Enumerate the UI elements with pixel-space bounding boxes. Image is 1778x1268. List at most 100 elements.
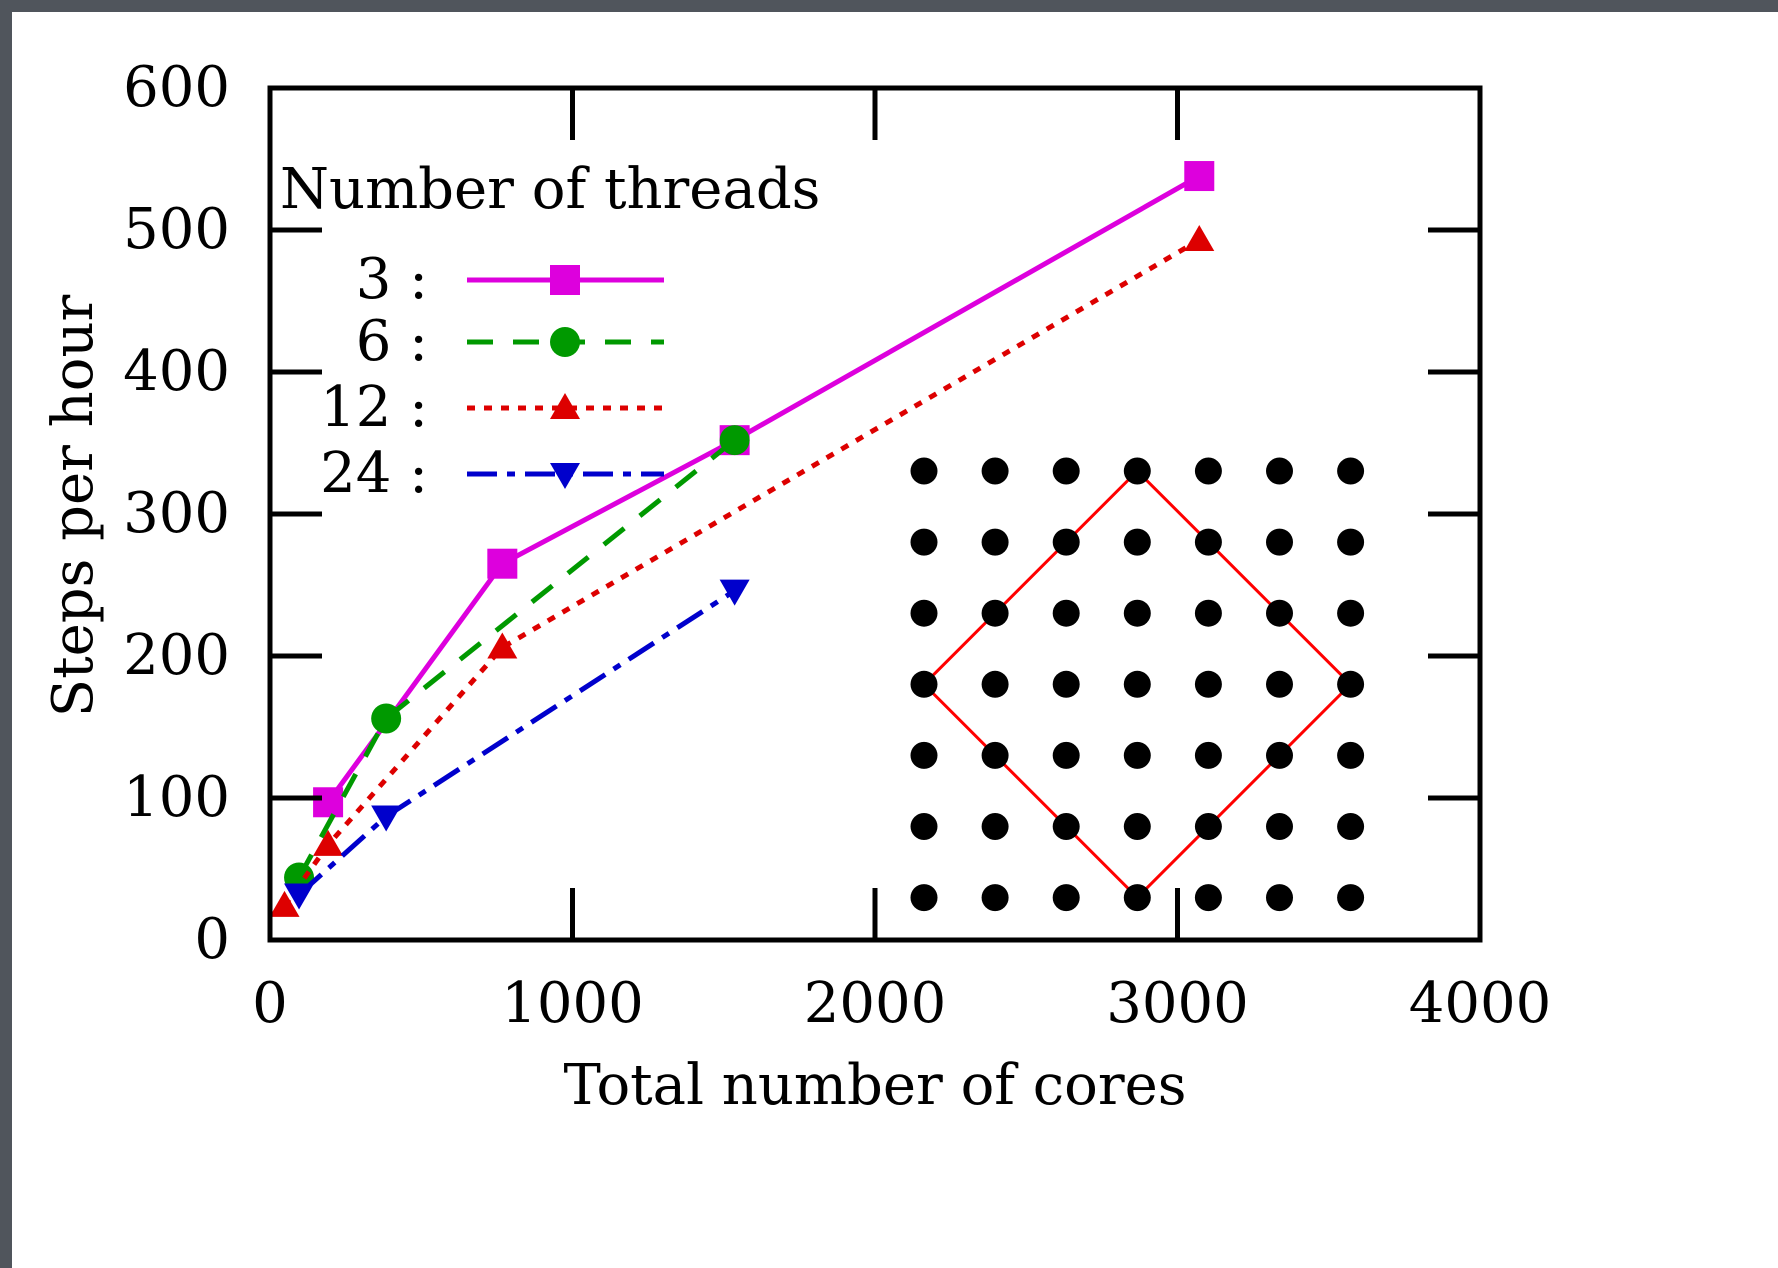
lattice-dot (981, 457, 1009, 485)
lattice-dot (1337, 884, 1365, 912)
lattice-dot (910, 528, 938, 556)
lattice-dot (1052, 741, 1080, 769)
lattice-dot (1123, 599, 1151, 627)
lattice-dot (1194, 741, 1222, 769)
data-point (719, 579, 750, 606)
lattice-dot (1052, 457, 1080, 485)
lattice-dot (1266, 670, 1293, 698)
data-point (487, 548, 518, 579)
data-point (1184, 161, 1215, 192)
data-point (371, 805, 402, 832)
lattice-dot (1052, 884, 1080, 912)
legend-marker (550, 463, 580, 489)
lattice-dot (1337, 599, 1365, 627)
lattice-dot (1123, 528, 1151, 556)
data-point (719, 425, 750, 456)
lattice-dot (1337, 457, 1365, 485)
lattice-dot (1123, 884, 1151, 912)
lattice-dot (910, 741, 938, 769)
lattice-dot (1266, 599, 1293, 627)
lattice-dot (1337, 670, 1365, 698)
figure-frame: 0 1000 2000 3000 4000 0 100 200 300 400 500 600 Tota… (12, 12, 1778, 1268)
legend: Number of threads 3 :6 :12 :24 : (280, 157, 820, 506)
legend-label: 6 : (356, 309, 428, 374)
lattice-dot (1194, 884, 1222, 912)
lattice-dot (1052, 813, 1080, 840)
lattice-dot (981, 528, 1009, 556)
y-tick-label: 500 (123, 197, 230, 262)
lattice-dot (1266, 813, 1293, 840)
lattice-dot (1337, 813, 1365, 840)
series-line (326, 173, 1201, 804)
series-2 (269, 224, 1215, 917)
lattice-dot (1194, 528, 1222, 556)
x-tick-label: 0 (252, 971, 288, 1036)
y-tick-label: 100 (123, 765, 230, 830)
y-axis-title: Steps per hour (41, 294, 106, 717)
data-point (269, 890, 300, 917)
lattice-dot (1052, 670, 1080, 698)
lattice-inset (910, 457, 1365, 912)
legend-label: 24 : (320, 441, 428, 506)
lattice-dot (981, 670, 1009, 698)
lattice-dot (981, 741, 1009, 769)
legend-label: 3 : (356, 247, 428, 312)
data-point (371, 703, 402, 734)
y-tick-label: 0 (194, 907, 230, 972)
lattice-dot (1266, 884, 1293, 912)
lattice-dot (910, 884, 938, 912)
x-tick-label: 3000 (1106, 971, 1249, 1036)
lattice-dot (1337, 528, 1365, 556)
series-group (269, 161, 1215, 917)
data-point (487, 632, 518, 659)
lattice-dot (910, 457, 938, 485)
series-line (297, 588, 736, 897)
lattice-dot (1123, 457, 1151, 485)
x-axis-title: Total number of cores (563, 1053, 1186, 1118)
lattice-dot (1337, 741, 1365, 769)
legend-entry-1: 6 : (356, 309, 664, 374)
legend-marker (550, 265, 580, 295)
lattice-dot (1194, 457, 1222, 485)
series-line (296, 438, 737, 879)
chart: 0 1000 2000 3000 4000 0 100 200 300 400 500 600 Tota… (41, 55, 1551, 1118)
y-tick-label: 300 (123, 481, 230, 546)
lattice-dot (910, 599, 938, 627)
legend-label: 12 : (320, 375, 428, 440)
data-point (313, 829, 344, 856)
data-point (1184, 224, 1215, 251)
lattice-dot (910, 813, 938, 840)
axes: 0 1000 2000 3000 4000 0 100 200 300 400 500 600 Tota… (41, 55, 1551, 1118)
lattice-dot (910, 670, 938, 698)
lattice-dot (1266, 457, 1293, 485)
y-tick-label: 600 (123, 55, 230, 120)
x-tick-label: 1000 (501, 971, 644, 1036)
legend-entry-3: 24 : (320, 441, 664, 506)
legend-entry-0: 3 : (356, 247, 664, 312)
lattice-dot (1194, 599, 1222, 627)
legend-title: Number of threads (280, 157, 820, 222)
x-tick-label: 2000 (804, 971, 947, 1036)
lattice-dot (1052, 528, 1080, 556)
lattice-dot (981, 884, 1009, 912)
legend-marker (550, 327, 580, 357)
x-tick-label: 4000 (1409, 971, 1552, 1036)
lattice-dot (1194, 670, 1222, 698)
lattice-dot (981, 813, 1009, 840)
data-point (313, 787, 344, 818)
lattice-dot (1123, 670, 1151, 698)
lattice-dot (1123, 741, 1151, 769)
lattice-dot (1266, 528, 1293, 556)
series-line (282, 237, 1201, 908)
y-tick-label: 200 (123, 623, 230, 688)
y-tick-label: 400 (123, 339, 230, 404)
series-0 (313, 161, 1215, 818)
lattice-dot (1052, 599, 1080, 627)
legend-entry-2: 12 : (320, 375, 664, 440)
series-3 (284, 579, 750, 910)
legend-marker (550, 393, 580, 419)
data-point (284, 883, 315, 910)
lattice-dot (1194, 813, 1222, 840)
lattice-dot (1266, 741, 1293, 769)
lattice-dot (981, 599, 1009, 627)
